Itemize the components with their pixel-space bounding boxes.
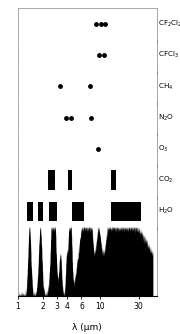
Bar (38, 202, 43, 221)
Bar (49, 202, 57, 221)
Text: O$_3$: O$_3$ (158, 144, 168, 154)
Text: CFCl$_3$: CFCl$_3$ (158, 50, 179, 60)
Text: N$_2$O: N$_2$O (158, 113, 174, 123)
Text: H$_2$O: H$_2$O (158, 206, 174, 216)
Bar (111, 202, 141, 221)
Bar (111, 170, 116, 190)
Text: CF$_2$Cl$_2$: CF$_2$Cl$_2$ (158, 19, 180, 29)
Bar (72, 202, 84, 221)
Bar (68, 170, 72, 190)
Text: λ (μm): λ (μm) (72, 323, 102, 332)
Text: CO$_2$: CO$_2$ (158, 175, 174, 185)
Bar (27, 202, 33, 221)
Text: CH$_4$: CH$_4$ (158, 81, 174, 92)
Bar (48, 170, 55, 190)
